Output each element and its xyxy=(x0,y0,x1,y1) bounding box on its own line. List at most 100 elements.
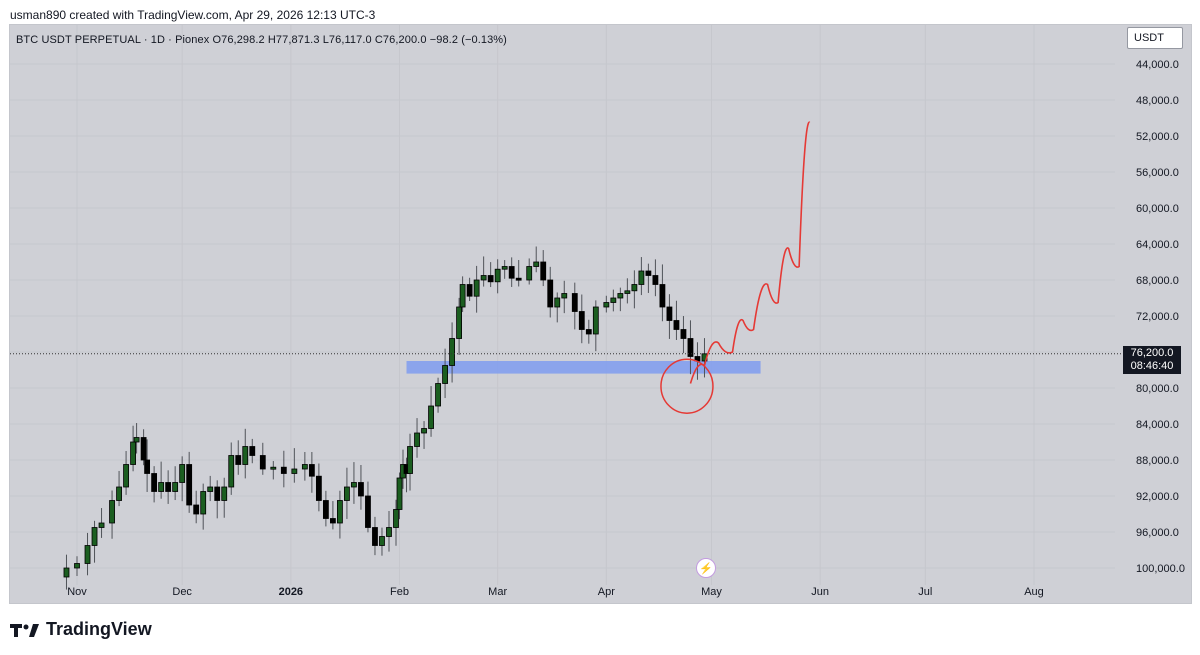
candle-body xyxy=(200,491,207,515)
candle-body xyxy=(414,432,420,447)
candle-body xyxy=(151,473,158,492)
candle-body xyxy=(144,459,151,474)
y-tick-label: 84,000.0 xyxy=(1136,419,1179,431)
x-tick-label: Mar xyxy=(488,586,507,598)
candle-body xyxy=(365,495,371,528)
tradingview-logo[interactable]: TradingView xyxy=(10,619,152,640)
countdown-timer: 08:46:40 xyxy=(1130,360,1174,372)
candle-body xyxy=(291,468,298,474)
x-tick-label: May xyxy=(701,586,722,598)
candle-body xyxy=(617,293,624,299)
circle-annotation xyxy=(660,358,714,414)
candle-body xyxy=(561,293,568,299)
candle-body xyxy=(165,482,172,492)
y-tick-label: 100,000.0 xyxy=(1136,563,1185,575)
candle-body xyxy=(571,293,578,312)
candle-body xyxy=(158,482,165,492)
candle-body xyxy=(315,475,322,501)
candle-body xyxy=(638,270,645,285)
candle-body xyxy=(133,437,140,443)
y-tick-label: 60,000.0 xyxy=(1136,203,1179,215)
candle-body xyxy=(533,261,540,267)
candle-body xyxy=(379,536,385,546)
x-tick-label: Feb xyxy=(390,586,409,598)
candle-body xyxy=(63,567,70,578)
y-tick-label: 56,000.0 xyxy=(1136,167,1179,179)
candle-body xyxy=(358,482,364,497)
candle-body xyxy=(547,279,554,308)
y-tick-label: 80,000.0 xyxy=(1136,383,1179,395)
candle-body xyxy=(235,455,242,465)
brand-name: TradingView xyxy=(46,619,152,639)
candle-body xyxy=(270,466,277,470)
y-tick-label: 64,000.0 xyxy=(1136,239,1179,251)
x-tick-label: Aug xyxy=(1024,586,1044,598)
candle-body xyxy=(480,275,487,281)
candle-body xyxy=(221,486,228,501)
lightning-icon[interactable]: ⚡ xyxy=(696,558,716,578)
candle-body xyxy=(578,311,585,330)
candle-body xyxy=(91,527,98,546)
candle-body xyxy=(421,428,427,434)
candle-body xyxy=(673,320,680,330)
y-tick-label: 72,000.0 xyxy=(1136,311,1179,323)
candle-body xyxy=(487,275,494,283)
candle-body xyxy=(687,338,694,357)
candle-body xyxy=(116,486,122,501)
y-tick-label: 52,000.0 xyxy=(1136,131,1179,143)
candle-body xyxy=(680,329,687,339)
candle-body xyxy=(214,486,221,501)
last-price-tag: 76,200.0 08:46:40 xyxy=(1123,346,1181,374)
candle-body xyxy=(459,284,466,308)
candle-body xyxy=(301,464,308,470)
candle-body xyxy=(603,302,610,308)
candle-body xyxy=(74,563,80,569)
candle-body xyxy=(554,297,561,308)
candle-body xyxy=(322,500,329,519)
candle-body xyxy=(428,405,434,429)
x-tick-label: Jul xyxy=(918,586,932,598)
candle-body xyxy=(659,284,666,308)
candle-body xyxy=(386,527,392,537)
currency-button[interactable]: USDT xyxy=(1127,27,1183,49)
candle-body xyxy=(631,284,638,292)
y-tick-label: 48,000.0 xyxy=(1136,95,1179,107)
candle-body xyxy=(308,464,315,477)
candle-body xyxy=(259,455,266,470)
candle-body xyxy=(610,297,617,303)
symbol-header: BTC USDT PERPETUAL · 1D · Pionex O76,298… xyxy=(16,34,507,46)
projection-drawing xyxy=(689,121,811,384)
candle-body xyxy=(393,509,399,528)
y-tick-label: 96,000.0 xyxy=(1136,527,1179,539)
candle-body xyxy=(337,500,343,524)
x-tick-label: 2026 xyxy=(279,586,303,598)
candle-body xyxy=(442,365,448,384)
candle-body xyxy=(351,482,357,488)
candle-body xyxy=(179,464,186,483)
candle-body xyxy=(407,446,413,474)
candle-body xyxy=(515,277,522,281)
candle-body xyxy=(249,446,256,456)
x-tick-label: Jun xyxy=(811,586,829,598)
attribution-text: usman890 created with TradingView.com, A… xyxy=(10,8,376,22)
x-tick-label: Dec xyxy=(172,586,192,598)
candle-body xyxy=(435,383,441,407)
candle-body xyxy=(396,477,403,510)
candle-body xyxy=(207,486,214,492)
candle-body xyxy=(228,455,235,488)
candle-body xyxy=(172,482,179,492)
candle-body xyxy=(645,270,652,276)
candle-body xyxy=(140,437,147,461)
y-tick-label: 44,000.0 xyxy=(1136,59,1179,71)
candle-body xyxy=(473,279,480,297)
chart-panel[interactable]: 44,000.0 48,000.0 52,000.0 56,000.0 60,000.0… xyxy=(9,24,1192,604)
candle-body xyxy=(540,261,547,281)
candle-body xyxy=(372,527,378,546)
candle-body xyxy=(624,290,631,294)
candle-body xyxy=(280,466,287,474)
price-chart[interactable]: 44,000.0 48,000.0 52,000.0 56,000.0 60,000.0… xyxy=(10,25,1191,603)
candle-body xyxy=(494,268,501,283)
candle-body xyxy=(449,338,455,366)
candle-body xyxy=(592,306,599,335)
candle-body xyxy=(98,522,105,528)
